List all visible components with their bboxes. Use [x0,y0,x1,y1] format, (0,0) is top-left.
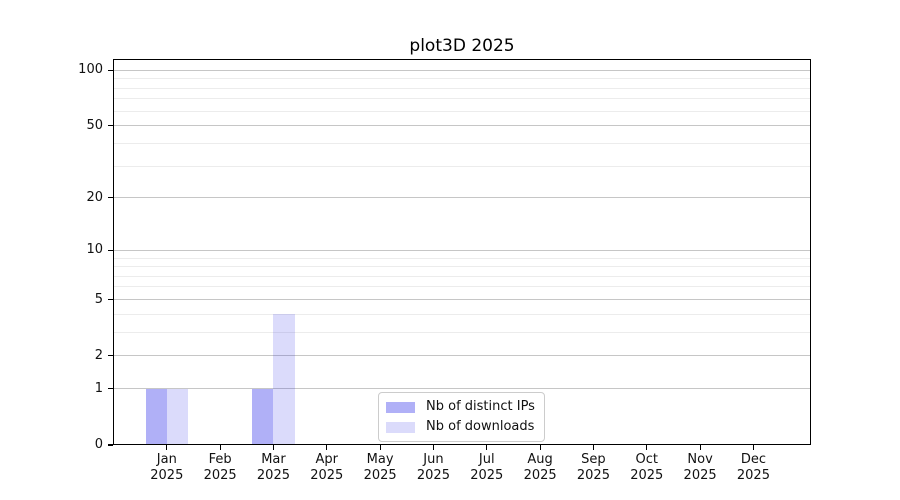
y-tick-label: 2 [94,347,103,363]
plot-frame [113,59,811,445]
y-tick [108,388,113,390]
y-tick [108,444,113,446]
x-tick [326,445,328,450]
x-tick-label: Jun 2025 [416,452,450,483]
bar-downloads [166,388,189,445]
gridline-minor [113,98,811,100]
x-tick-label: Aug 2025 [523,452,557,483]
x-tick-label: Jan 2025 [150,452,184,483]
gridline-minor [113,313,811,315]
x-tick-label: Mar 2025 [256,452,290,483]
chart-title: plot3D 2025 [409,36,515,56]
x-tick [699,445,701,450]
y-tick [108,355,113,357]
x-tick [592,445,595,450]
gridline-minor [113,286,811,288]
y-tick-label: 50 [86,117,103,133]
bar-distinct-ips [252,388,274,445]
y-tick [108,197,113,199]
y-tick-label: 1 [94,380,103,396]
x-tick-label: Nov 2025 [683,452,717,483]
x-tick [539,445,541,450]
gridline-minor [113,275,811,277]
x-tick-label: Jul 2025 [470,452,504,483]
x-tick [272,445,275,450]
gridline-minor [113,78,811,80]
gridline-minor [113,165,811,167]
x-tick [486,445,488,450]
legend-item-distinct-ips: Nb of distinct IPs [386,399,536,415]
gridline-major [113,299,811,300]
y-tick-label: 20 [86,189,103,205]
bar-distinct-ips [145,388,167,445]
gridline-minor [113,142,811,144]
y-tick [108,298,113,301]
y-tick-label: 5 [94,291,103,307]
x-tick [166,445,168,450]
y-tick-label: 100 [78,62,103,78]
gridline-major [113,249,811,251]
gridline-minor [113,331,811,333]
legend-item-downloads: Nb of downloads [386,419,536,435]
gridline-major [113,125,811,127]
y-tick-label: 10 [86,242,103,258]
bar-downloads [273,314,295,445]
x-tick-label: Feb 2025 [203,452,237,483]
y-tick [108,125,113,127]
y-tick [108,249,113,251]
legend: Nb of distinct IPs Nb of downloads [378,392,545,442]
gridline-minor [113,257,811,259]
x-tick [752,445,755,450]
gridline-minor [113,266,811,268]
gridline-major [113,69,811,71]
x-tick-label: Dec 2025 [736,452,770,483]
x-tick-label: Oct 2025 [630,452,664,483]
y-tick-label: 0 [94,437,103,452]
x-tick-label: Sep 2025 [576,452,610,483]
x-tick-label: Apr 2025 [310,452,344,483]
legend-label-downloads: Nb of downloads [426,419,535,434]
legend-swatch-downloads [386,421,415,433]
gridline-minor [113,110,811,112]
gridline-minor [113,87,811,89]
gridline-major [113,355,811,357]
gridline-major [113,197,811,199]
x-tick [432,445,435,450]
legend-label-distinct-ips: Nb of distinct IPs [426,399,535,414]
x-tick [379,445,381,450]
x-tick-label: May 2025 [363,452,397,483]
x-tick [646,445,648,450]
gridline-major [113,388,811,390]
legend-swatch-distinct-ips [386,401,415,413]
y-tick [108,69,113,71]
x-tick [219,445,221,450]
